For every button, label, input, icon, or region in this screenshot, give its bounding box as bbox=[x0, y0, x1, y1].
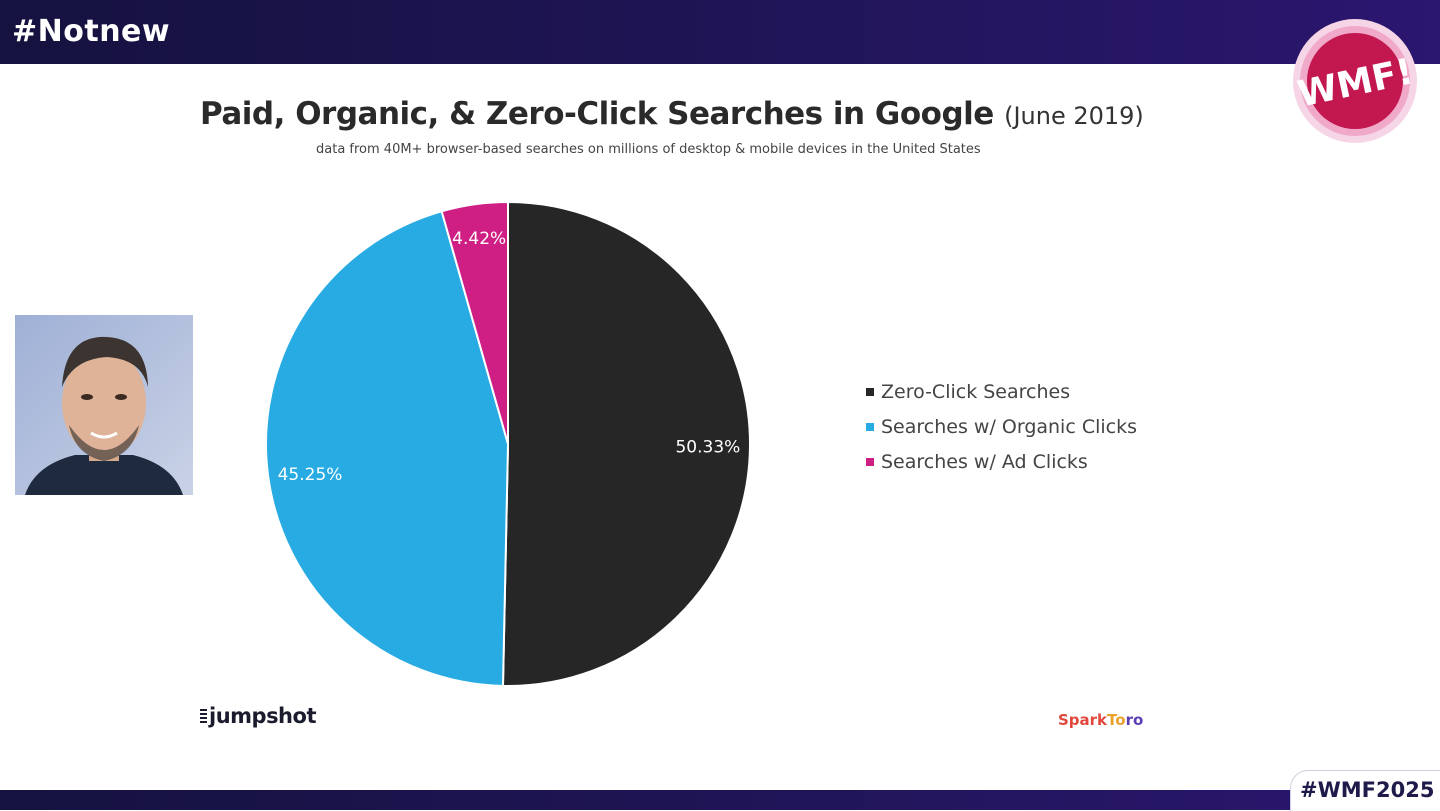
pie-slice-label: 4.42% bbox=[452, 229, 506, 249]
legend-label-ad: Searches w/ Ad Clicks bbox=[881, 450, 1088, 473]
legend-item: Searches w/ Ad Clicks bbox=[866, 444, 1137, 479]
sparktoro-logo: SparkToro bbox=[1058, 711, 1143, 729]
wmf-logo: WMF! bbox=[1293, 19, 1417, 143]
chart-title: Paid, Organic, & Zero-Click Searches in … bbox=[200, 96, 1200, 132]
jumpshot-logo: jumpshot bbox=[200, 704, 316, 728]
footer-hashtag: #WMF2025 bbox=[1300, 778, 1435, 802]
legend-label-organic: Searches w/ Organic Clicks bbox=[881, 415, 1137, 438]
legend-swatch-ad bbox=[866, 457, 874, 466]
chart-legend: Zero-Click Searches Searches w/ Organic … bbox=[866, 374, 1137, 479]
legend-swatch-organic bbox=[866, 422, 874, 431]
legend-label-zero-click: Zero-Click Searches bbox=[881, 380, 1071, 403]
chart-subtitle: data from 40M+ browser-based searches on… bbox=[316, 142, 981, 157]
footer-bar bbox=[0, 790, 1440, 810]
jumpshot-mark-icon bbox=[200, 709, 207, 725]
sparktoro-logo-part: ro bbox=[1125, 711, 1144, 729]
pie-slice bbox=[501, 200, 751, 687]
legend-item: Zero-Click Searches bbox=[866, 374, 1137, 409]
legend-item: Searches w/ Organic Clicks bbox=[866, 409, 1137, 444]
sparktoro-logo-part: To bbox=[1107, 711, 1126, 729]
header-hashtag: #Notnew bbox=[12, 14, 171, 49]
pie-slice bbox=[440, 200, 509, 445]
footer-badge bbox=[1290, 770, 1440, 811]
pie-slice bbox=[265, 210, 510, 687]
speaker-photo bbox=[15, 315, 193, 495]
pie-slice-label: 45.25% bbox=[278, 465, 343, 485]
pie-slice-label: 50.33% bbox=[675, 437, 740, 457]
chart-title-main: Paid, Organic, & Zero-Click Searches in … bbox=[200, 96, 994, 132]
legend-swatch-zero-click bbox=[866, 387, 874, 396]
header-bar bbox=[0, 0, 1440, 64]
sparktoro-logo-part: Spark bbox=[1058, 711, 1108, 729]
jumpshot-logo-text: jumpshot bbox=[209, 704, 316, 728]
chart-title-date: (June 2019) bbox=[1004, 102, 1144, 130]
